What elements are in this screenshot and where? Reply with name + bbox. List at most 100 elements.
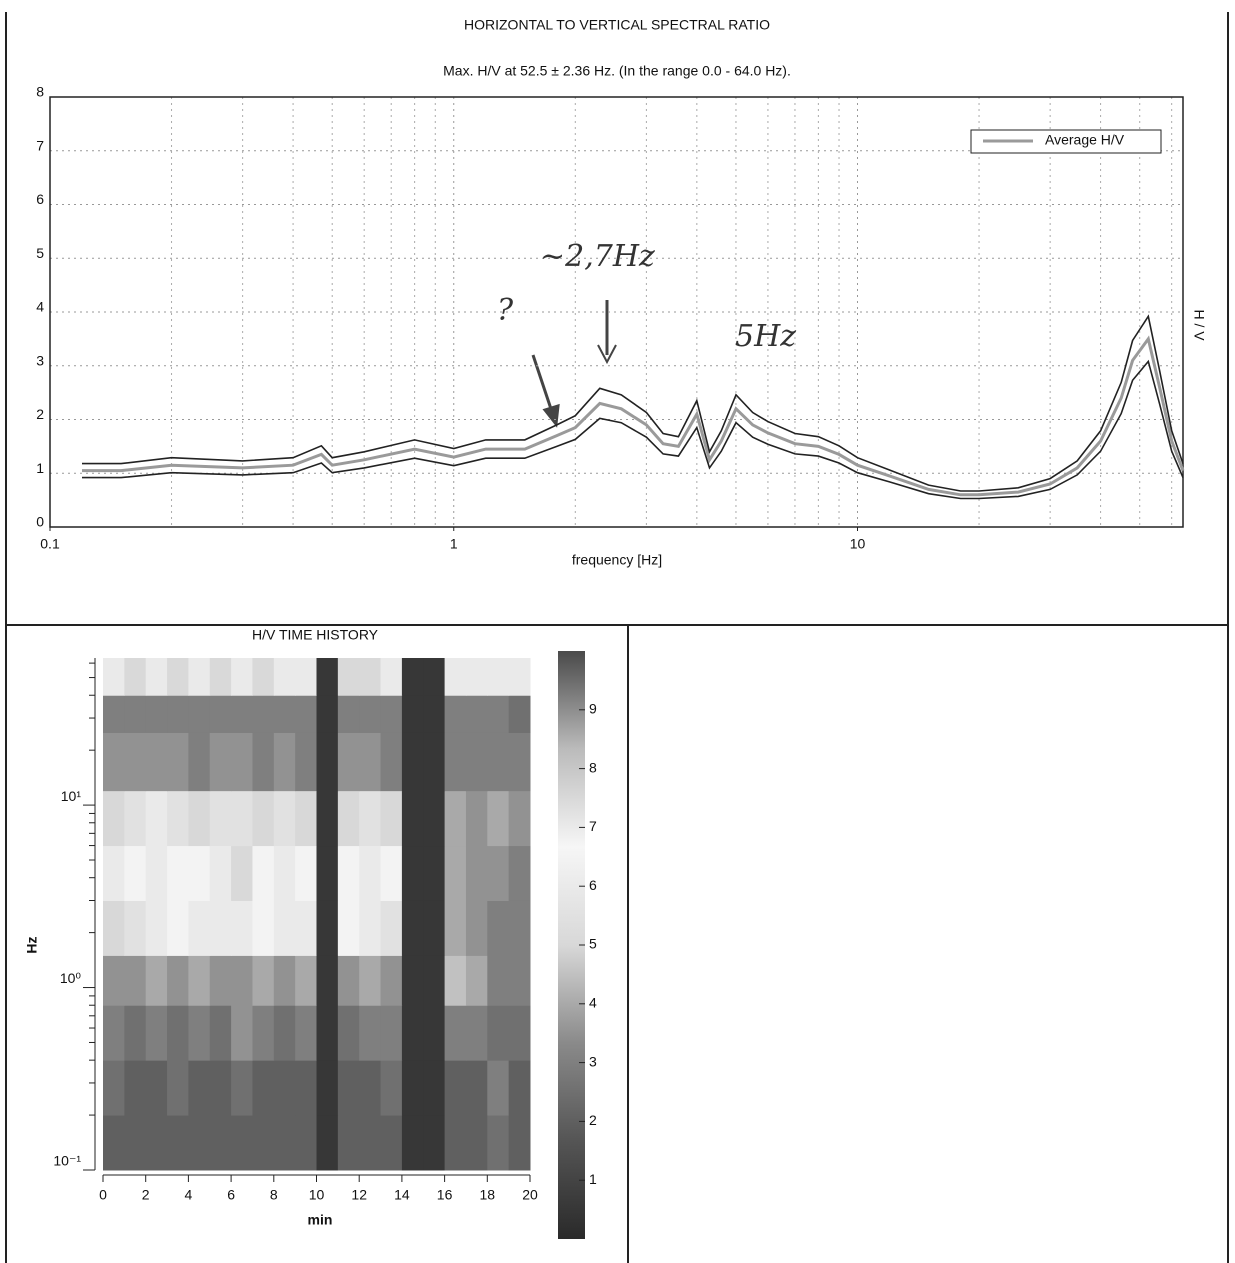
heatmap-cell [231,1060,253,1116]
heatmap-cell [188,790,211,847]
x-tick-label: 8 [270,1187,278,1203]
heatmap-cell [423,1115,446,1171]
heatmap-cell [487,955,510,1006]
heatmap-cell [231,845,253,901]
y-tick-label: 5 [36,245,44,261]
heatmap-cell [487,900,510,956]
heatmap-cell [273,658,296,696]
heatmap-cell [273,1060,296,1116]
heatmap-cell [124,658,147,696]
heatmap-cell [465,900,488,956]
heatmap-cell [465,1060,488,1116]
y-tick-label: 1 [36,460,44,476]
heatmap-cell [465,1115,488,1171]
heatmap-cell [231,790,253,847]
heatmap-cell [252,658,275,696]
heatmap-cell [273,955,296,1006]
heatmap-cell [401,695,424,733]
heatmap-cell [465,1005,488,1061]
heatmap-cell [380,732,403,792]
heatmap-cell [167,1005,189,1061]
heatmap-cell [316,900,339,956]
heatmap-cell [167,732,189,792]
heatmap-cell [401,1005,424,1061]
heatmap-cell [359,695,382,733]
heatmap-cell [508,1060,531,1116]
heatmap-cell [145,1005,168,1061]
legend-box [970,129,1162,154]
heatmap-cell [145,790,168,847]
x-tick-label: 14 [394,1187,410,1203]
heatmap-cell [124,790,147,847]
heatmap-cell [316,790,339,847]
heatmap-cell [380,955,403,1006]
heatmap-cell [252,955,275,1006]
heatmap-cell [487,1115,510,1171]
colorbar-tick-label: 2 [589,1112,597,1128]
heatmap-cell [359,955,382,1006]
heatmap-cell [273,695,296,733]
heatmap-cell [145,732,168,792]
heatmap-cell [487,1005,510,1061]
heatmap-cell [252,732,275,792]
y-tick-label: 10¹ [61,788,82,804]
heatmap-cell [380,1060,403,1116]
heatmap-cell [295,790,317,847]
heatmap-cell [124,900,147,956]
heatmap-cell [316,695,339,733]
heatmap-cell [444,845,467,901]
heatmap-cell [316,1115,339,1171]
heatmap-cell [209,1005,232,1061]
heatmap-cell [231,955,253,1006]
heatmap-cell [145,900,168,956]
heatmap-cell [103,732,125,792]
heatmap-cell [508,900,531,956]
colorbar-tick-label: 4 [589,995,597,1011]
heatmap-cell [337,845,360,901]
series-line [82,359,1184,500]
heatmap-cell [252,1115,275,1171]
heatmap-cell [167,845,189,901]
heatmap-cell [188,732,211,792]
heatmap-cell [444,1060,467,1116]
heatmap-cell [252,1005,275,1061]
heatmap-cell [508,1005,531,1061]
heatmap-cell [337,1060,360,1116]
heatmap-cell [337,790,360,847]
heatmap-cell [487,658,510,696]
heatmap-cell [359,732,382,792]
heatmap-cell [209,695,232,733]
heatmap-cell [359,790,382,847]
heatmap-cell [103,1115,125,1171]
heatmap-cell [380,1115,403,1171]
heatmap-cell [295,900,317,956]
heatmap-cell [401,900,424,956]
heatmap-cell [145,955,168,1006]
heatmap-cell [124,1005,147,1061]
heatmap-cell [231,732,253,792]
heatmap-cell [316,955,339,1006]
heatmap-cell [295,695,317,733]
x-tick-label: 20 [522,1187,538,1203]
heatmap-cell [401,658,424,696]
heatmap-cell [188,1115,211,1171]
heatmap-cell [167,900,189,956]
heatmap-cell [359,1060,382,1116]
legend-label: Average H/V [1045,132,1125,148]
heatmap-cell [231,900,253,956]
heatmap-cell [401,790,424,847]
heatmap-cell [124,845,147,901]
colorbar-tick-label: 5 [589,936,597,952]
heatmap-cell [103,955,125,1006]
heatmap-cell [487,1060,510,1116]
y-tick-label: 7 [36,137,44,153]
heatmap-cell [465,790,488,847]
heatmap-cell [444,1115,467,1171]
heatmap-cell [188,658,211,696]
heatmap-cell [103,1005,125,1061]
heatmap-cell [401,1115,424,1171]
y-tick-label: 6 [36,191,44,207]
heatmap-cell [167,955,189,1006]
heatmap-cell [508,1115,531,1171]
heatmap-cell [188,845,211,901]
